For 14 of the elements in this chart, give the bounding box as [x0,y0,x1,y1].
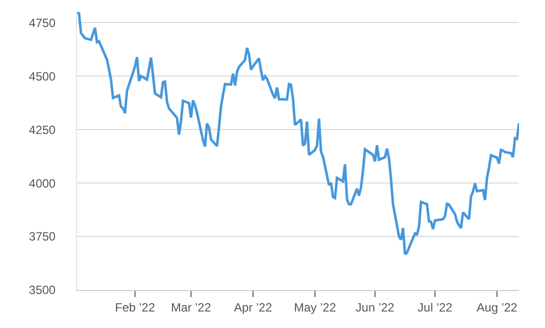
y-tick-label: 3500 [28,283,56,298]
x-tick-label: Feb ’22 [114,300,156,314]
x-tick-label: Jun ’22 [356,300,395,314]
line-series [77,12,519,256]
y-tick-label: 4000 [28,176,56,190]
y-tick-label: 4750 [28,16,56,30]
x-tick-label: Mar ’22 [170,300,212,314]
y-tick-label: 3750 [28,230,56,244]
y-tick-label: 4250 [28,122,56,137]
x-tick-label: Apr ’22 [234,300,272,314]
x-tick-label: Jul ’22 [418,300,453,314]
x-tick-label: May ’22 [294,300,336,314]
y-tick-label: 4500 [28,69,56,84]
x-tick-label: Aug ’22 [476,300,518,314]
